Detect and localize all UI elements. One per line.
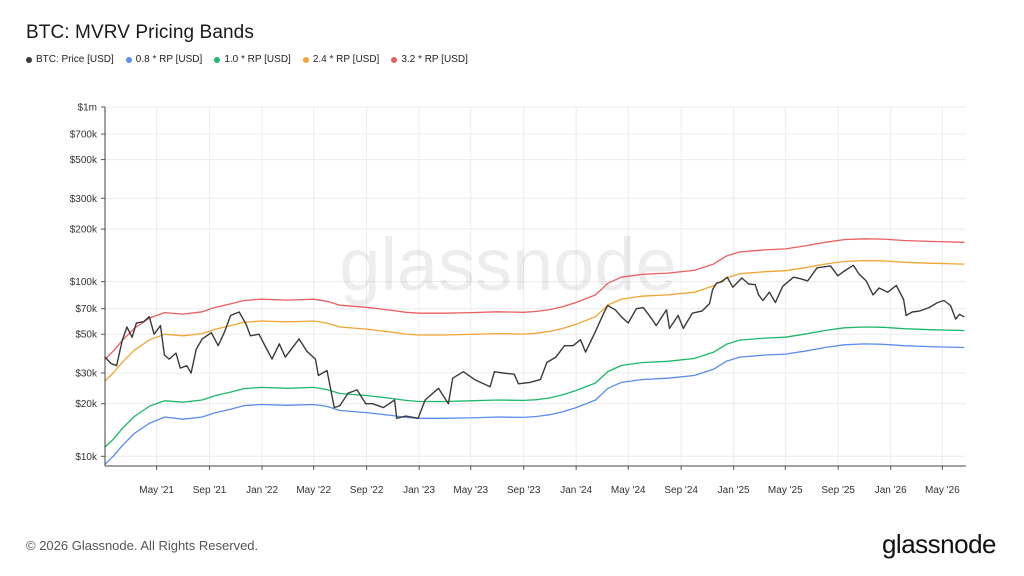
x-tick-label: Sep '22	[350, 485, 384, 496]
y-tick-label: $50k	[75, 330, 98, 341]
y-tick-label: $500k	[70, 155, 98, 166]
y-tick-label: $100k	[70, 277, 98, 288]
y-tick-label: $10k	[75, 452, 98, 463]
x-tick-label: May '25	[768, 485, 803, 496]
x-tick-label: May '23	[453, 485, 488, 496]
y-tick-label: $300k	[70, 194, 98, 205]
x-tick-label: Sep '21	[193, 485, 227, 496]
legend-label: 0.8 * RP [USD]	[135, 54, 203, 65]
legend-item-1-0-rp[interactable]: 1.0 * RP [USD]	[214, 54, 291, 65]
legend-dot-icon	[214, 56, 221, 63]
legend-label: 2.4 * RP [USD]	[312, 54, 380, 65]
legend-dot-icon	[26, 56, 32, 63]
grid	[105, 106, 966, 466]
series-line-0	[104, 264, 965, 419]
x-tick-label: Jan '23	[403, 485, 435, 496]
x-tick-label: May '22	[296, 485, 331, 496]
legend-item-2-4-rp[interactable]: 2.4 * RP [USD]	[302, 54, 380, 65]
x-tick-label: Sep '23	[507, 485, 541, 496]
axes: $10k $20k $30k $50k $70k $100k $200k $300k $500k…	[70, 103, 966, 496]
brand-logo: glassnode	[881, 529, 997, 559]
chart-title: BTC: MVRV Pricing Bands	[26, 22, 254, 43]
legend-item-0-8-rp[interactable]: 0.8 * RP [USD]	[125, 54, 203, 65]
x-tick-label: Sep '25	[821, 485, 855, 496]
legend-item-price[interactable]: BTC: Price [USD]	[26, 54, 114, 65]
legend: BTC: Price [USD] 0.8 * RP [USD] 1.0 * RP…	[26, 54, 468, 65]
series-line-2	[104, 326, 965, 448]
y-tick-label: $700k	[70, 130, 98, 141]
series-line-4	[104, 238, 965, 360]
x-tick-label: Jan '24	[560, 485, 592, 496]
series-line-3	[104, 259, 965, 382]
x-tick-label: May '24	[611, 485, 646, 496]
y-tick-label: $70k	[75, 304, 98, 315]
legend-dot-icon	[391, 56, 398, 63]
x-tick-label: May '26	[925, 485, 960, 496]
legend-label: 3.2 * RP [USD]	[401, 54, 468, 65]
y-tick-label: $20k	[75, 399, 98, 410]
copyright-text: © 2026 Glassnode. All Rights Reserved.	[26, 538, 259, 553]
y-tick-label: $200k	[70, 225, 98, 236]
watermark: glassnode	[339, 223, 676, 306]
y-tick-label: $1m	[78, 103, 97, 114]
x-tick-label: Jan '22	[246, 485, 278, 496]
x-tick-label: Sep '24	[664, 485, 698, 496]
x-tick-label: May '21	[139, 485, 174, 496]
y-tick-label: $30k	[75, 368, 98, 379]
series-layer	[104, 238, 965, 465]
legend-label: 1.0 * RP [USD]	[224, 54, 291, 65]
x-tick-label: Jan '26	[875, 485, 907, 496]
series-line-1	[104, 343, 965, 465]
legend-label: BTC: Price [USD]	[36, 54, 114, 65]
x-tick-label: Jan '25	[718, 485, 750, 496]
legend-dot-icon	[302, 56, 309, 63]
legend-dot-icon	[125, 56, 132, 63]
legend-item-3-2-rp[interactable]: 3.2 * RP [USD]	[391, 54, 468, 65]
